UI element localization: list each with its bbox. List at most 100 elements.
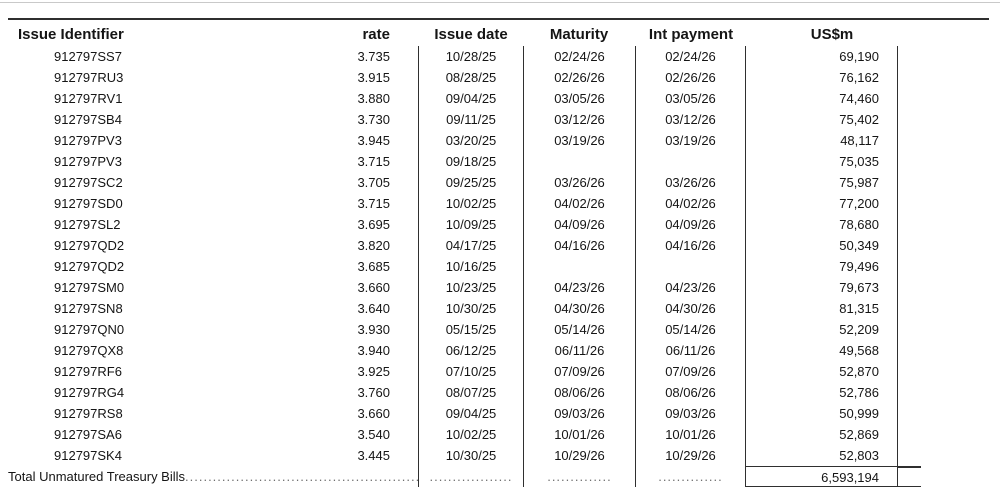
int-payment-cell: 06/11/26	[635, 340, 745, 361]
maturity-cell: 04/23/26	[523, 277, 635, 298]
int-payment-cell: 04/09/26	[635, 214, 745, 235]
issue-identifier-cell: 912797RG4	[54, 385, 125, 400]
issue-identifier-cell: 912797RF6	[54, 364, 122, 379]
table-row: 912797RU3 3.915 08/28/25 02/26/26 02/26/26 76…	[0, 67, 1000, 88]
issue-date-cell: 10/28/25	[418, 46, 523, 67]
issue-date-cell: 10/02/25	[418, 424, 523, 445]
usdm-cell: 50,349	[745, 235, 898, 256]
rate-cell: 3.925	[357, 364, 390, 379]
rate-cell: 3.660	[357, 406, 390, 421]
usdm-cell: 52,869	[745, 424, 898, 445]
total-int-payment-dots: ..............	[635, 466, 745, 487]
table-row: 912797SL2 3.695 10/09/25 04/09/26 04/09/26 78…	[0, 214, 1000, 235]
issue-identifier-cell: 912797RV1	[54, 91, 123, 106]
rate-cell: 3.735	[357, 49, 390, 64]
issue-date-cell: 08/28/25	[418, 67, 523, 88]
rate-cell: 3.880	[357, 91, 390, 106]
issue-date-cell: 08/07/25	[418, 382, 523, 403]
table-row: 912797SM0 3.660 10/23/25 04/23/26 04/23/26 79…	[0, 277, 1000, 298]
usdm-cell: 49,568	[745, 340, 898, 361]
table-row: 912797QD2 3.820 04/17/25 04/16/26 04/16/26 50…	[0, 235, 1000, 256]
int-payment-cell: 10/01/26	[635, 424, 745, 445]
maturity-cell: 05/14/26	[523, 319, 635, 340]
total-label: Total Unmatured Treasury Bills	[8, 469, 186, 484]
int-payment-cell: 03/05/26	[635, 88, 745, 109]
issue-date-cell: 06/12/25	[418, 340, 523, 361]
maturity-cell: 08/06/26	[523, 382, 635, 403]
issue-identifier-cell: 912797QD2	[54, 259, 125, 274]
issue-identifier-cell: 912797SK4	[54, 448, 122, 463]
maturity-cell: 02/26/26	[523, 67, 635, 88]
usdm-cell: 76,162	[745, 67, 898, 88]
usdm-cell: 69,190	[745, 46, 898, 67]
issue-identifier-cell: 912797QN0	[54, 322, 125, 337]
column-header-rate: rate	[362, 26, 390, 43]
column-header-issue-identifier: Issue Identifier	[18, 26, 124, 43]
total-usdm-value: 6,593,194	[745, 466, 898, 487]
rate-cell: 3.640	[357, 301, 390, 316]
issue-identifier-cell: 912797SB4	[54, 112, 122, 127]
issue-identifier-cell: 912797RU3	[54, 70, 124, 85]
column-header-int-payment: Int payment	[648, 26, 734, 43]
issue-identifier-cell: 912797SM0	[54, 280, 125, 295]
usdm-cell: 52,803	[745, 445, 898, 466]
rate-cell: 3.820	[357, 238, 390, 253]
column-header-usdm: US$m	[810, 26, 854, 43]
int-payment-cell: 04/23/26	[635, 277, 745, 298]
issue-identifier-cell: 912797RS8	[54, 406, 123, 421]
rate-cell: 3.445	[357, 448, 390, 463]
int-payment-cell: 07/09/26	[635, 361, 745, 382]
usdm-cell: 75,035	[745, 151, 898, 172]
usdm-cell: 75,987	[745, 172, 898, 193]
rate-cell: 3.705	[357, 175, 390, 190]
maturity-cell: 06/11/26	[523, 340, 635, 361]
maturity-cell	[523, 256, 635, 277]
usdm-cell: 75,402	[745, 109, 898, 130]
issue-date-cell: 04/17/25	[418, 235, 523, 256]
page-top-divider	[0, 2, 1000, 3]
table-row: 912797SD0 3.715 10/02/25 04/02/26 04/02/26 77…	[0, 193, 1000, 214]
issue-identifier-cell: 912797PV3	[54, 133, 122, 148]
total-label-cell: Total Unmatured Treasury Bills..........…	[0, 466, 418, 487]
issue-identifier-cell: 912797QX8	[54, 343, 124, 358]
rate-cell: 3.915	[357, 70, 390, 85]
usdm-cell: 50,999	[745, 403, 898, 424]
maturity-cell: 04/16/26	[523, 235, 635, 256]
table-row: 912797QN0 3.930 05/15/25 05/14/26 05/14/26 52…	[0, 319, 1000, 340]
maturity-cell: 04/02/26	[523, 193, 635, 214]
issue-date-cell: 09/04/25	[418, 403, 523, 424]
int-payment-cell: 09/03/26	[635, 403, 745, 424]
maturity-cell: 04/30/26	[523, 298, 635, 319]
table-row: 912797SC2 3.705 09/25/25 03/26/26 03/26/26 75…	[0, 172, 1000, 193]
total-row: Total Unmatured Treasury Bills..........…	[0, 466, 1000, 487]
table-footer: Total Unmatured Treasury Bills..........…	[0, 466, 1000, 487]
table-row: 912797PV3 3.945 03/20/25 03/19/26 03/19/26 48…	[0, 130, 1000, 151]
issue-date-cell: 09/18/25	[418, 151, 523, 172]
rate-cell: 3.730	[357, 112, 390, 127]
issue-identifier-cell: 912797SL2	[54, 217, 121, 232]
table-row: 912797SB4 3.730 09/11/25 03/12/26 03/12/26 75…	[0, 109, 1000, 130]
issue-date-cell: 07/10/25	[418, 361, 523, 382]
rate-cell: 3.940	[357, 343, 390, 358]
column-header-issue-date: Issue date	[434, 26, 508, 43]
table-row: 912797RG4 3.760 08/07/25 08/06/26 08/06/26 52…	[0, 382, 1000, 403]
rate-cell: 3.715	[357, 154, 390, 169]
int-payment-cell	[635, 256, 745, 277]
rate-cell: 3.945	[357, 133, 390, 148]
issue-date-cell: 09/04/25	[418, 88, 523, 109]
int-payment-cell: 05/14/26	[635, 319, 745, 340]
rate-cell: 3.760	[357, 385, 390, 400]
usdm-cell: 52,870	[745, 361, 898, 382]
int-payment-cell: 03/12/26	[635, 109, 745, 130]
issue-date-cell: 05/15/25	[418, 319, 523, 340]
usdm-cell: 79,496	[745, 256, 898, 277]
issue-date-cell: 10/23/25	[418, 277, 523, 298]
issue-date-cell: 10/30/25	[418, 298, 523, 319]
issue-identifier-cell: 912797SC2	[54, 175, 123, 190]
rate-cell: 3.685	[357, 259, 390, 274]
issue-identifier-cell: 912797SS7	[54, 49, 122, 64]
int-payment-cell: 08/06/26	[635, 382, 745, 403]
rate-cell: 3.930	[357, 322, 390, 337]
int-payment-cell: 03/19/26	[635, 130, 745, 151]
usdm-cell: 52,786	[745, 382, 898, 403]
